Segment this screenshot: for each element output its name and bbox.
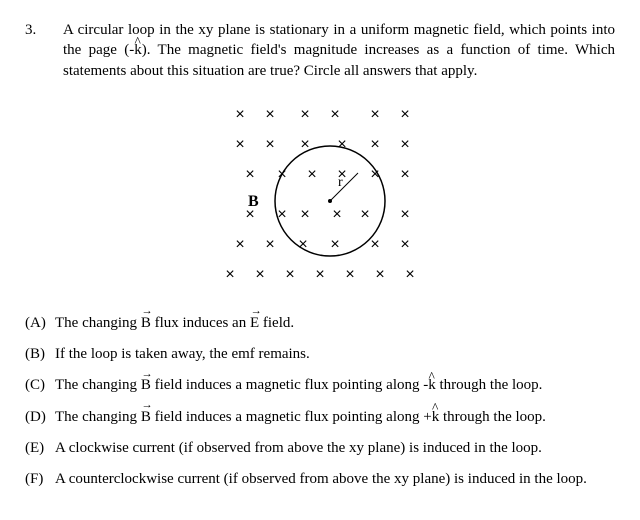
option-text: A counterclockwise current (if observed … — [55, 469, 615, 489]
field-cross-icon: × — [315, 266, 324, 283]
option-text-post: through the loop. — [436, 377, 543, 393]
option-text-mid: flux induces an — [151, 315, 250, 331]
field-cross-icon: × — [235, 106, 244, 123]
option-label: (C) — [25, 375, 55, 395]
field-cross-icon: × — [300, 206, 309, 223]
option-text: A clockwise current (if observed from ab… — [55, 438, 615, 458]
answer-option[interactable]: (D)The changing B field induces a magnet… — [25, 407, 615, 427]
option-text-mid: field induces a magnetic flux pointing a… — [151, 377, 428, 393]
field-cross-icon: × — [255, 266, 264, 283]
field-cross-icon: × — [330, 106, 339, 123]
option-text-pre: A clockwise current (if observed from ab… — [55, 440, 542, 456]
option-label: (E) — [25, 438, 55, 458]
option-text-pre: The changing — [55, 315, 141, 331]
field-cross-icon: × — [235, 136, 244, 153]
unit-vector-k: k — [134, 40, 142, 60]
field-cross-icon: × — [285, 266, 294, 283]
option-label: (F) — [25, 469, 55, 489]
field-cross-icon: × — [400, 206, 409, 223]
question-text-part2: ). The magnetic field's magnitude increa… — [63, 42, 615, 78]
question-number: 3. — [25, 20, 63, 40]
unit-vector-symbol: k — [428, 375, 436, 395]
field-cross-icon: × — [375, 266, 384, 283]
field-cross-icon: × — [235, 236, 244, 253]
question-text: A circular loop in the xy plane is stati… — [63, 20, 615, 81]
field-cross-icon: × — [400, 136, 409, 153]
answer-option[interactable]: (F)A counterclockwise current (if observ… — [25, 469, 615, 489]
field-cross-icon: × — [370, 136, 379, 153]
field-cross-icon: × — [245, 166, 254, 183]
answer-option[interactable]: (E)A clockwise current (if observed from… — [25, 438, 615, 458]
field-cross-icon: × — [265, 236, 274, 253]
option-text-pre: The changing — [55, 409, 141, 425]
option-text: The changing B field induces a magnetic … — [55, 407, 615, 427]
field-cross-icon: × — [400, 166, 409, 183]
field-cross-icon: × — [337, 136, 346, 153]
field-cross-icon: × — [345, 266, 354, 283]
field-cross-icon: × — [370, 106, 379, 123]
option-text-post: through the loop. — [439, 409, 546, 425]
option-text: The changing B flux induces an E field. — [55, 313, 615, 333]
option-text: The changing B field induces a magnetic … — [55, 375, 615, 395]
option-text-pre: A counterclockwise current (if observed … — [55, 471, 587, 487]
option-text-mid: field induces a magnetic flux pointing a… — [151, 409, 432, 425]
field-cross-icon: × — [307, 166, 316, 183]
field-cross-icon: × — [360, 206, 369, 223]
field-cross-icon: × — [400, 106, 409, 123]
option-text: If the loop is taken away, the emf remai… — [55, 344, 615, 364]
field-cross-icon: × — [405, 266, 414, 283]
field-cross-icon: × — [330, 236, 339, 253]
option-label: (B) — [25, 344, 55, 364]
field-cross-icon: × — [265, 106, 274, 123]
field-cross-icon: × — [225, 266, 234, 283]
answer-option[interactable]: (A)The changing B flux induces an E fiel… — [25, 313, 615, 333]
radius-label: r — [338, 175, 343, 190]
option-label: (D) — [25, 407, 55, 427]
answer-options: (A)The changing B flux induces an E fiel… — [25, 313, 615, 490]
vector-symbol: B — [141, 407, 151, 427]
field-cross-icon: × — [332, 206, 341, 223]
field-cross-icon: × — [400, 236, 409, 253]
option-label: (A) — [25, 313, 55, 333]
vector-symbol: B — [141, 313, 151, 333]
field-cross-icon: × — [265, 136, 274, 153]
option-text-pre: If the loop is taken away, the emf remai… — [55, 346, 310, 362]
field-cross-icon: × — [370, 236, 379, 253]
unit-vector-symbol: k — [432, 407, 440, 427]
answer-option[interactable]: (B)If the loop is taken away, the emf re… — [25, 344, 615, 364]
option-text-pre: The changing — [55, 377, 141, 393]
answer-option[interactable]: (C)The changing B field induces a magnet… — [25, 375, 615, 395]
vector-symbol: E — [250, 313, 259, 333]
option-text-post: field. — [259, 315, 294, 331]
field-cross-icon: × — [300, 106, 309, 123]
question-header: 3. A circular loop in the xy plane is st… — [25, 20, 615, 81]
field-loop-diagram: ×××××××××××××××××××××××××××××××××××××rB — [190, 91, 450, 301]
field-label: B — [248, 193, 259, 210]
vector-symbol: B — [141, 375, 151, 395]
